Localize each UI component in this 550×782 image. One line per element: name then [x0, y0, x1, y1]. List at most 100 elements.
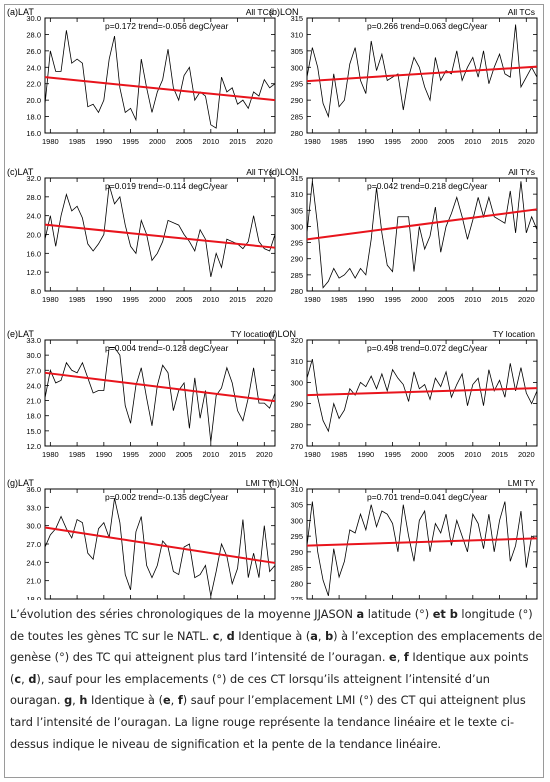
panel-subtitle: LMI TY [508, 478, 536, 488]
y-tick-label: 300 [290, 516, 303, 525]
x-tick-label: 2005 [176, 295, 193, 304]
y-tick-label: 300 [290, 378, 303, 387]
x-tick-label: 2010 [202, 137, 219, 146]
y-tick-label: 28.0 [26, 193, 41, 202]
x-tick-label: 2015 [229, 295, 246, 304]
x-tick-label: 1990 [357, 137, 374, 146]
x-tick-label: 1990 [95, 295, 112, 304]
x-tick-label: 2020 [518, 450, 535, 459]
panel-subtitle: All TCs [246, 7, 273, 17]
y-tick-label: 18.0 [26, 412, 41, 421]
x-tick-label: 1990 [357, 295, 374, 304]
trend-line [44, 223, 276, 249]
y-tick-label: 15.0 [26, 427, 41, 436]
plot-frame [44, 177, 276, 292]
panel-label: (d)LON [269, 167, 299, 177]
chart-panel-6: 270 280 290 300 310 320 1980 1985 1990 1995 2000 20… [269, 329, 538, 459]
panel-label: (e)LAT [7, 329, 34, 339]
y-tick-label: 280 [290, 579, 303, 588]
y-tick-label: 12.0 [26, 268, 41, 277]
y-tick-label: 30.0 [26, 351, 41, 360]
x-tick-label: 2010 [202, 450, 219, 459]
x-tick-label: 1995 [122, 137, 139, 146]
series-line [306, 181, 538, 289]
y-tick-label: 285 [290, 564, 303, 573]
y-tick-label: 270 [290, 442, 303, 451]
y-tick-label: 36.0 [26, 485, 41, 494]
chart-panel-5: 12.0 15.0 18.0 21.0 24.0 27.0 30.0 33.0 1980 1985… [7, 329, 276, 459]
panel-subtitle: TY location [231, 329, 274, 339]
x-tick-label: 1990 [95, 450, 112, 459]
x-tick-label: 1995 [122, 295, 139, 304]
y-tick-label: 33.0 [26, 336, 41, 345]
y-tick-label: 26.0 [26, 47, 41, 56]
y-tick-label: 305 [290, 206, 303, 215]
y-tick-label: 8.0 [31, 287, 41, 296]
panel-label: (h)LON [269, 478, 299, 488]
panel-label: (f)LON [269, 329, 296, 339]
x-tick-label: 2015 [229, 137, 246, 146]
series-line [44, 30, 276, 129]
x-tick-label: 1995 [122, 450, 139, 459]
x-tick-label: 2005 [438, 295, 455, 304]
y-tick-label: 33.0 [26, 503, 41, 512]
plot-frame [306, 17, 538, 134]
x-tick-label: 1990 [95, 137, 112, 146]
series-line [44, 184, 276, 277]
panel-label: (c)LAT [7, 167, 34, 177]
x-tick-label: 2000 [149, 450, 166, 459]
x-tick-label: 2020 [256, 137, 273, 146]
x-tick-label: 1990 [357, 450, 374, 459]
y-tick-label: 28.0 [26, 30, 41, 39]
x-tick-label: 2010 [464, 137, 481, 146]
y-tick-label: 32.0 [26, 174, 41, 183]
y-tick-label: 12.0 [26, 442, 41, 451]
x-tick-label: 1985 [331, 450, 348, 459]
trend-annotation: p=0.002 trend=-0.135 degC/year [105, 492, 229, 502]
y-tick-label: 21.0 [26, 577, 41, 586]
x-tick-label: 2010 [464, 295, 481, 304]
x-tick-label: 2005 [176, 450, 193, 459]
x-tick-label: 1985 [331, 137, 348, 146]
panel-subtitle: All TYs [246, 167, 273, 177]
x-tick-label: 2015 [229, 450, 246, 459]
chart-panel-1: 16.0 18.0 20.0 22.0 24.0 26.0 28.0 30.0 1980 1985… [7, 7, 276, 146]
y-tick-label: 310 [290, 485, 303, 494]
y-tick-label: 285 [290, 271, 303, 280]
y-tick-label: 27.0 [26, 540, 41, 549]
trend-line [306, 537, 538, 547]
trend-line [306, 387, 538, 397]
y-tick-label: 24.0 [26, 212, 41, 221]
panel-subtitle: All TCs [508, 7, 535, 17]
trend-annotation: p=0.266 trend=0.063 degC/year [367, 21, 488, 31]
panel-label: (g)LAT [7, 478, 34, 488]
trend-annotation: p=0.172 trend=-0.056 degC/year [105, 21, 229, 31]
y-tick-label: 315 [290, 14, 303, 23]
trend-annotation: p=0.701 trend=0.041 degC/year [367, 492, 488, 502]
y-tick-label: 18.0 [26, 113, 41, 122]
x-tick-label: 1980 [304, 137, 321, 146]
x-tick-label: 2000 [411, 450, 428, 459]
series-line [306, 358, 538, 433]
series-line [306, 501, 538, 596]
y-tick-label: 285 [290, 113, 303, 122]
panel-subtitle: TY location [493, 329, 536, 339]
y-tick-label: 310 [290, 357, 303, 366]
y-tick-label: 30.0 [26, 522, 41, 531]
panel-subtitle: All TYs [508, 167, 535, 177]
x-tick-label: 2020 [256, 450, 273, 459]
panel-label: (a)LAT [7, 7, 34, 17]
x-tick-label: 1995 [384, 295, 401, 304]
y-tick-label: 24.0 [26, 381, 41, 390]
figure-frame [4, 4, 544, 778]
x-tick-label: 1980 [42, 295, 59, 304]
trend-annotation: p=0.004 trend=-0.128 degC/year [105, 343, 229, 353]
y-tick-label: 290 [290, 400, 303, 409]
chart-panel-2: 280 285 290 295 300 305 310 315 1980 1985 1990 1995… [269, 7, 538, 146]
x-tick-label: 2000 [149, 137, 166, 146]
y-tick-label: 310 [290, 190, 303, 199]
x-tick-label: 1980 [42, 450, 59, 459]
y-tick-label: 280 [290, 129, 303, 138]
y-tick-label: 290 [290, 96, 303, 105]
panel-subtitle: LMI TY [246, 478, 274, 488]
